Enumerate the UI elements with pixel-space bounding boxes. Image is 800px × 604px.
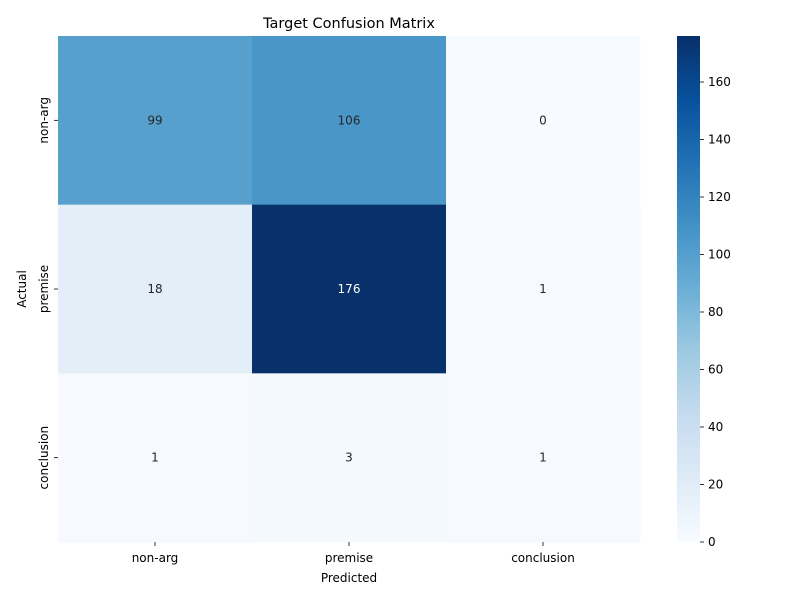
heatmap-cell-1-0 — [58, 204, 253, 374]
colorbar-tick-label-3: 60 — [708, 363, 723, 377]
heatmap-cell-2-1 — [252, 373, 447, 543]
y-axis: non-arg premise conclusion — [37, 97, 58, 489]
colorbar-gradient — [677, 36, 700, 542]
x-tick-label-1: premise — [325, 551, 373, 565]
heatmap-cell-0-2 — [446, 36, 641, 206]
heatmap-cell-2-0 — [58, 373, 253, 543]
cell-value-label-2-0: 1 — [151, 451, 159, 465]
colorbar-tick-label-5: 100 — [708, 248, 731, 262]
cell-value-label-2-2: 1 — [539, 451, 547, 465]
heatmap-cell-0-1 — [252, 36, 447, 206]
cell-value-label-0-1: 106 — [338, 113, 361, 127]
y-axis-label: Actual — [15, 270, 29, 308]
y-tick-label-0: non-arg — [37, 97, 51, 144]
heatmap-cell-2-2 — [446, 373, 641, 543]
cell-value-label-1-1: 176 — [338, 282, 361, 296]
colorbar-tick-label-0: 0 — [708, 535, 716, 549]
heatmap-cell-0-0 — [58, 36, 253, 206]
cell-value-label-0-2: 0 — [539, 113, 547, 127]
x-axis: non-arg premise conclusion — [132, 542, 575, 565]
colorbar-tick-label-4: 80 — [708, 305, 723, 319]
x-axis-label: Predicted — [321, 571, 377, 585]
heatmap-cell-1-2 — [446, 204, 641, 374]
colorbar-tick-label-1: 20 — [708, 478, 723, 492]
colorbar: 0 20 40 60 80 100 120 140 160 — [677, 36, 731, 549]
colorbar-tick-label-7: 140 — [708, 133, 731, 147]
cell-value-label-1-2: 1 — [539, 282, 547, 296]
y-tick-label-2: conclusion — [37, 426, 51, 490]
y-tick-label-1: premise — [37, 265, 51, 313]
heatmap-cells: 99 106 0 18 176 1 1 3 1 — [58, 36, 641, 543]
heatmap-cell-1-1 — [252, 204, 447, 374]
colorbar-tick-label-8: 160 — [708, 75, 731, 89]
chart-title: Target Confusion Matrix — [262, 16, 435, 32]
cell-value-label-2-1: 3 — [345, 451, 353, 465]
colorbar-tick-label-6: 120 — [708, 190, 731, 204]
x-tick-label-2: conclusion — [511, 551, 575, 565]
x-tick-label-0: non-arg — [132, 551, 179, 565]
colorbar-tick-label-2: 40 — [708, 420, 723, 434]
cell-value-label-1-0: 18 — [147, 282, 162, 296]
cell-value-label-0-0: 99 — [147, 113, 162, 127]
